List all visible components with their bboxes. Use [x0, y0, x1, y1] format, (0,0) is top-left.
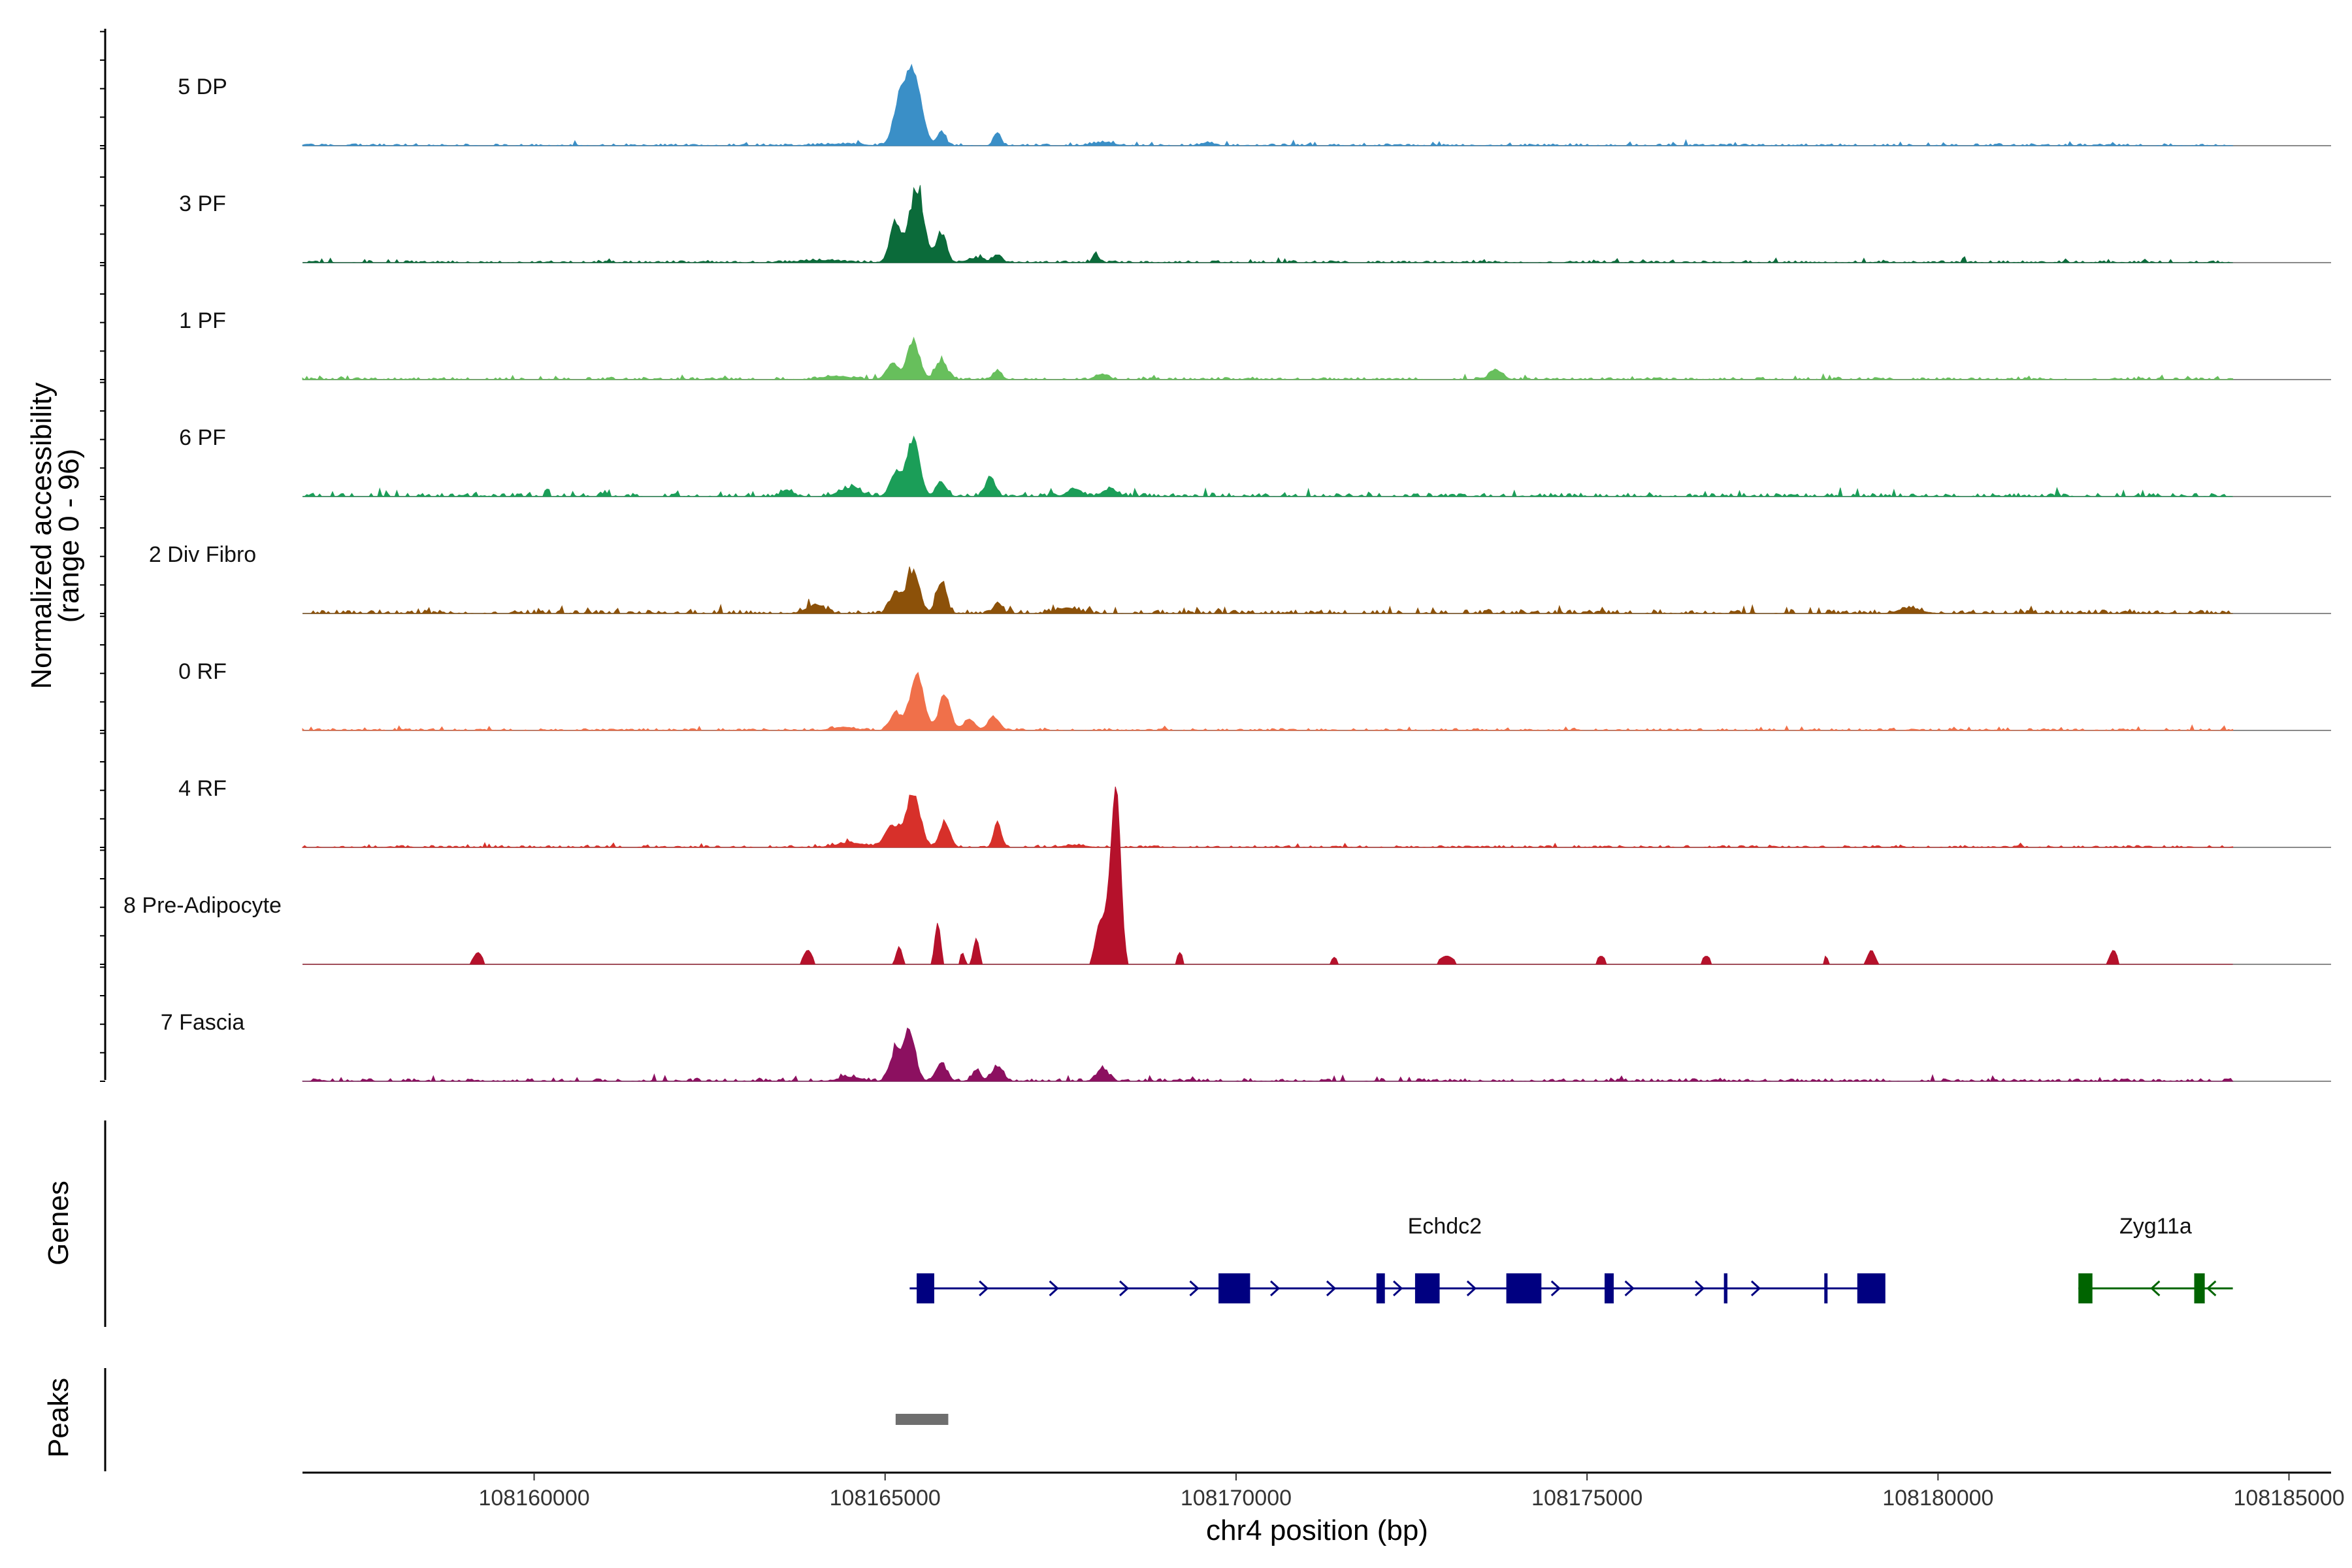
coverage-area: [302, 566, 2233, 615]
coverage-area: [302, 1027, 2234, 1082]
track-label: 1 PF: [179, 308, 226, 333]
strand-arrow: [2150, 1280, 2161, 1297]
exon: [2078, 1273, 2093, 1303]
strand-arrow: [1270, 1280, 1281, 1297]
peaks-track-title: Peaks: [42, 1378, 74, 1458]
exon: [1605, 1273, 1614, 1303]
track-5-dp: 5 DP: [178, 63, 2331, 146]
track-label: 8 Pre-Adipocyte: [123, 893, 282, 918]
track-label: 4 RF: [178, 776, 227, 801]
track-label: 2 Div Fibro: [149, 542, 256, 567]
track-0-rf: 0 RF: [178, 659, 2331, 731]
strand-arrow: [1695, 1280, 1705, 1297]
gene-echdc2: Echdc2: [909, 1214, 1886, 1303]
gene-label: Zyg11a: [2119, 1214, 2192, 1239]
x-tick-label: 108185000: [2233, 1486, 2344, 1511]
exon: [1218, 1273, 1250, 1303]
track-3-pf: 3 PF: [179, 185, 2331, 263]
track-label: 3 PF: [179, 191, 226, 216]
exon: [1376, 1273, 1385, 1303]
coverage-area: [302, 435, 2233, 498]
exon: [1723, 1273, 1728, 1303]
track-label: 5 DP: [178, 74, 227, 99]
strand-arrow: [1189, 1280, 1200, 1297]
strand-arrow: [1326, 1280, 1337, 1297]
track-6-pf: 6 PF: [179, 425, 2331, 498]
x-tick-label: 108170000: [1181, 1486, 1292, 1511]
coverage-area: [302, 786, 2233, 965]
gene-zyg11a: Zyg11a: [2078, 1214, 2233, 1303]
track-4-rf: 4 RF: [178, 776, 2331, 849]
coverage-area: [301, 794, 2234, 849]
coverage-area: [302, 185, 2233, 263]
y-axis-range: (range 0 - 96): [53, 449, 85, 623]
track-7-fascia: 7 Fascia: [161, 1010, 2331, 1082]
strand-arrow: [923, 1280, 933, 1297]
y-axis: [100, 29, 106, 1082]
x-tick-label: 108180000: [1882, 1486, 1993, 1511]
x-axis: 108160000 108165000 108170000 108175000 1081…: [302, 1471, 2345, 1511]
strand-arrow: [979, 1280, 989, 1297]
exon: [1824, 1273, 1828, 1303]
strand-arrow: [1550, 1280, 1561, 1297]
x-tick-label: 108175000: [1531, 1486, 1642, 1511]
coverage-area: [302, 672, 2234, 731]
x-tick-label: 108160000: [478, 1486, 589, 1511]
coverage-area: [302, 63, 2234, 146]
track-label: 7 Fascia: [161, 1010, 245, 1035]
strand-arrow: [1049, 1280, 1059, 1297]
strand-arrow: [1393, 1280, 1403, 1297]
track-label: 6 PF: [179, 425, 226, 450]
strand-arrow: [1624, 1280, 1635, 1297]
track-2-div-fibro: 2 Div Fibro: [149, 542, 2331, 615]
x-axis-title: chr4 position (bp): [1206, 1514, 1428, 1546]
x-tick-label: 108165000: [830, 1486, 941, 1511]
y-axis-title: Normalized accessibility: [25, 382, 57, 689]
coverage-tracks: 5 DP 3 PF 1 PF 6 PF 2 Div Fibro 0 RF 4 RF 8 Pre…: [123, 63, 2331, 1082]
genes-track-title: Genes: [42, 1181, 74, 1266]
track-label: 0 RF: [178, 659, 227, 684]
strand-arrow: [1750, 1280, 1761, 1297]
gene-label: Echdc2: [1408, 1214, 1482, 1239]
track-8-pre-adipocyte: 8 Pre-Adipocyte: [123, 786, 2331, 965]
exon: [1414, 1273, 1440, 1303]
exon: [1857, 1273, 1886, 1303]
strand-arrow: [2206, 1280, 2217, 1297]
exon: [1506, 1273, 1542, 1303]
strand-arrow: [1119, 1280, 1130, 1297]
peak-region: [895, 1414, 949, 1425]
coverage-area: [302, 336, 2234, 380]
exon: [2194, 1273, 2205, 1303]
genes-track: Echdc2 Zyg11a: [104, 1120, 2233, 1327]
track-1-pf: 1 PF: [179, 308, 2331, 380]
peaks-track: [104, 1368, 949, 1471]
strand-arrow: [1466, 1280, 1477, 1297]
